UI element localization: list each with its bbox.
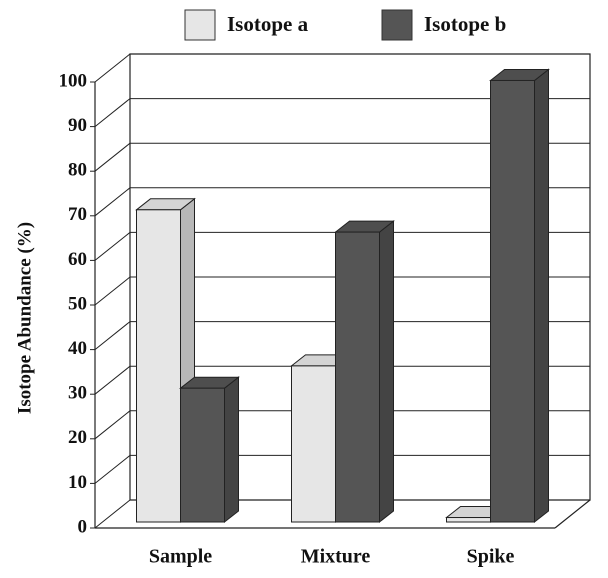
bar [335, 231, 380, 523]
y-tick-label: 80 [68, 160, 87, 181]
y-tick-label: 0 [78, 516, 88, 537]
grid-line [94, 142, 131, 172]
bar [291, 365, 336, 523]
legend-swatch [381, 9, 413, 41]
legend-swatch [184, 9, 216, 41]
grid-line [94, 187, 131, 217]
grid-line [94, 98, 131, 127]
bar-side [534, 68, 549, 524]
grid-line [94, 455, 131, 484]
bar [180, 387, 225, 523]
y-tick-label: 50 [68, 293, 87, 314]
y-axis-label: Isotope Abundance (%) [14, 222, 35, 414]
grid-line [94, 321, 131, 350]
x-tick-label: Sample [149, 546, 212, 568]
bar-side [224, 376, 239, 524]
bar [490, 79, 535, 523]
legend-label: Isotope b [424, 12, 506, 36]
y-tick-label: 60 [68, 249, 87, 270]
bar-side [379, 220, 394, 524]
grid-line [94, 499, 131, 529]
grid-line [94, 410, 131, 440]
x-tick-label: Spike [467, 546, 515, 568]
legend-label: Isotope a [227, 12, 309, 36]
grid-line [94, 232, 131, 261]
y-tick-label: 90 [68, 115, 87, 136]
y-tick-label: 100 [59, 70, 88, 91]
grid-line [94, 365, 131, 395]
y-tick-label: 70 [68, 204, 87, 225]
bar [446, 517, 491, 523]
floor-side [554, 499, 591, 529]
grid-line [94, 53, 131, 83]
y-tick-label: 40 [68, 338, 87, 359]
grid-line [94, 276, 131, 306]
y-tick-label: 20 [68, 427, 87, 448]
x-tick-label: Mixture [301, 546, 371, 568]
bar [136, 209, 181, 523]
y-tick-label: 10 [68, 472, 87, 493]
y-tick-label: 30 [68, 383, 87, 404]
